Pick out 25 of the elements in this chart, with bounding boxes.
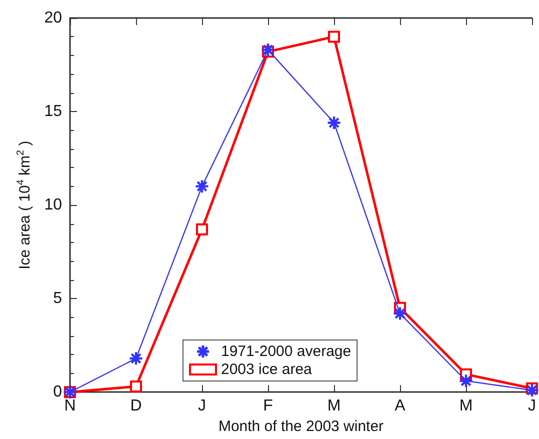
y-tick-label: 0 xyxy=(53,384,62,401)
point xyxy=(460,374,472,388)
point xyxy=(394,307,406,320)
x-tick-label: F xyxy=(263,398,274,415)
point xyxy=(196,180,208,193)
point xyxy=(328,30,340,43)
x-tick-label: M xyxy=(327,398,341,415)
legend-label: 2003 ice area xyxy=(221,361,313,378)
legend-label: 1971-2000 average xyxy=(221,343,352,360)
point xyxy=(196,223,208,236)
point xyxy=(328,116,340,129)
x-tick-label: A xyxy=(394,398,406,415)
y-axis-title: Ice area ( 104 km2 ) xyxy=(16,140,34,270)
y-tick-label: 10 xyxy=(44,196,62,214)
x-tick-label: J xyxy=(528,398,536,415)
x-axis-title: Month of the 2003 winter xyxy=(218,418,384,435)
point xyxy=(130,380,142,392)
y-tick-label: 15 xyxy=(44,103,62,120)
y-tick-label: 20 xyxy=(44,10,62,26)
x-tick-label: J xyxy=(198,398,206,415)
y-tick-label: 5 xyxy=(53,290,62,308)
point xyxy=(130,352,142,365)
x-tick-label: N xyxy=(64,398,76,415)
x-tick-label: D xyxy=(130,398,142,415)
x-tick-label: M xyxy=(459,398,473,415)
